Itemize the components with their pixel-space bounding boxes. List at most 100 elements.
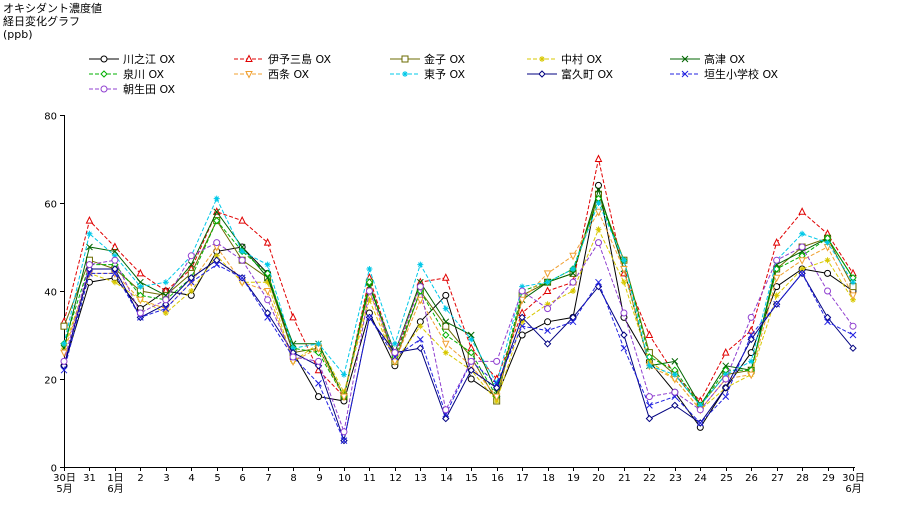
data-point [620, 257, 627, 264]
data-point [696, 406, 704, 414]
x-tick-label: 15 [465, 473, 478, 484]
data-point [187, 261, 195, 268]
legend-swatch [670, 70, 700, 78]
data-point [620, 344, 628, 352]
data-point [239, 248, 246, 255]
legend-item: 高津 OX [668, 52, 745, 66]
data-point [442, 349, 449, 356]
data-point [544, 305, 552, 313]
legend-swatch [390, 55, 420, 63]
x-tick-label: 2 [137, 473, 143, 484]
data-point [289, 353, 297, 361]
x-tick-label: 31 [83, 473, 96, 484]
data-point [543, 270, 552, 279]
data-point [543, 340, 552, 348]
data-point [441, 273, 450, 281]
legend-swatch-marker [681, 55, 689, 63]
x-tick-label: 11 [363, 473, 376, 484]
data-point [366, 296, 373, 303]
x-tick-label: 24 [694, 473, 707, 484]
data-point [620, 309, 628, 317]
data-point [722, 362, 730, 370]
data-point [263, 288, 272, 296]
data-point [748, 358, 755, 365]
data-point [518, 331, 526, 339]
data-point [467, 366, 475, 374]
data-point [569, 318, 577, 326]
chart-title-block: オキシダント濃度値 経日変化グラフ (ppb) [3, 2, 102, 41]
data-point [289, 312, 297, 321]
data-point [467, 357, 475, 365]
data-point [441, 340, 450, 349]
legend-swatch-marker [245, 54, 253, 62]
data-point [60, 366, 68, 374]
data-point [722, 384, 730, 392]
data-point [416, 336, 424, 343]
data-point [442, 291, 450, 299]
y-tick-label: 80 [44, 112, 57, 123]
data-point [671, 371, 678, 378]
data-point [620, 279, 627, 286]
data-point [747, 371, 756, 380]
data-point [366, 266, 373, 272]
series-11 [60, 239, 857, 436]
data-point [340, 389, 347, 396]
data-point [594, 154, 603, 162]
legend-swatch [234, 54, 264, 62]
data-point [162, 279, 169, 286]
series-line [63, 192, 854, 407]
x-tick-label: 7 [265, 473, 271, 484]
data-point [137, 283, 144, 290]
legend-swatch-marker [100, 70, 108, 78]
legend-swatch-marker [100, 85, 108, 93]
x-tick-label: 5月 [56, 483, 72, 495]
data-point [340, 437, 348, 444]
series-6 [60, 194, 857, 410]
data-point [518, 287, 526, 295]
data-point [442, 322, 450, 330]
chart-title: オキシダント濃度値 [3, 2, 102, 15]
data-point [213, 208, 221, 216]
x-tick-label: 6月 [107, 483, 123, 495]
legend-item: 東予 OX [388, 67, 465, 81]
chart-subtitle: 経日変化グラフ [3, 15, 80, 28]
data-point [824, 287, 832, 295]
legend-item: 富久町 OX [525, 67, 613, 81]
data-point [773, 256, 781, 264]
data-point [697, 402, 704, 409]
data-point [570, 266, 577, 272]
legend-label: 川之江 OX [123, 53, 175, 66]
data-point [671, 388, 679, 396]
legend-swatch [234, 71, 264, 79]
series-line [63, 197, 854, 407]
series-line [63, 188, 854, 407]
series-9 [60, 256, 857, 445]
data-point [645, 393, 653, 401]
data-point [136, 268, 145, 277]
data-point [799, 266, 806, 272]
x-tick-label: 4 [188, 473, 194, 484]
legend-swatch-marker [100, 55, 108, 63]
data-point [594, 208, 603, 217]
data-point [824, 257, 831, 264]
legend-label: 金子 OX [424, 53, 465, 66]
data-point [111, 270, 119, 277]
legend-label: 伊予三島 OX [268, 53, 331, 66]
data-point [188, 288, 195, 294]
series-line [63, 228, 854, 411]
legend-item: 垣生小学校 OX [668, 67, 778, 81]
data-point [645, 330, 654, 338]
x-tick-label: 16 [491, 473, 504, 484]
data-point [264, 314, 271, 321]
data-point [213, 216, 221, 225]
data-point [264, 279, 271, 286]
data-point [671, 358, 679, 365]
data-point [620, 331, 628, 339]
x-tick-label: 19 [567, 473, 580, 484]
data-point [722, 375, 730, 383]
data-point [773, 300, 780, 308]
data-point [111, 252, 118, 259]
data-point [850, 279, 856, 286]
x-tick-label: 1日 [107, 473, 123, 484]
legend-swatch-marker [539, 56, 545, 62]
